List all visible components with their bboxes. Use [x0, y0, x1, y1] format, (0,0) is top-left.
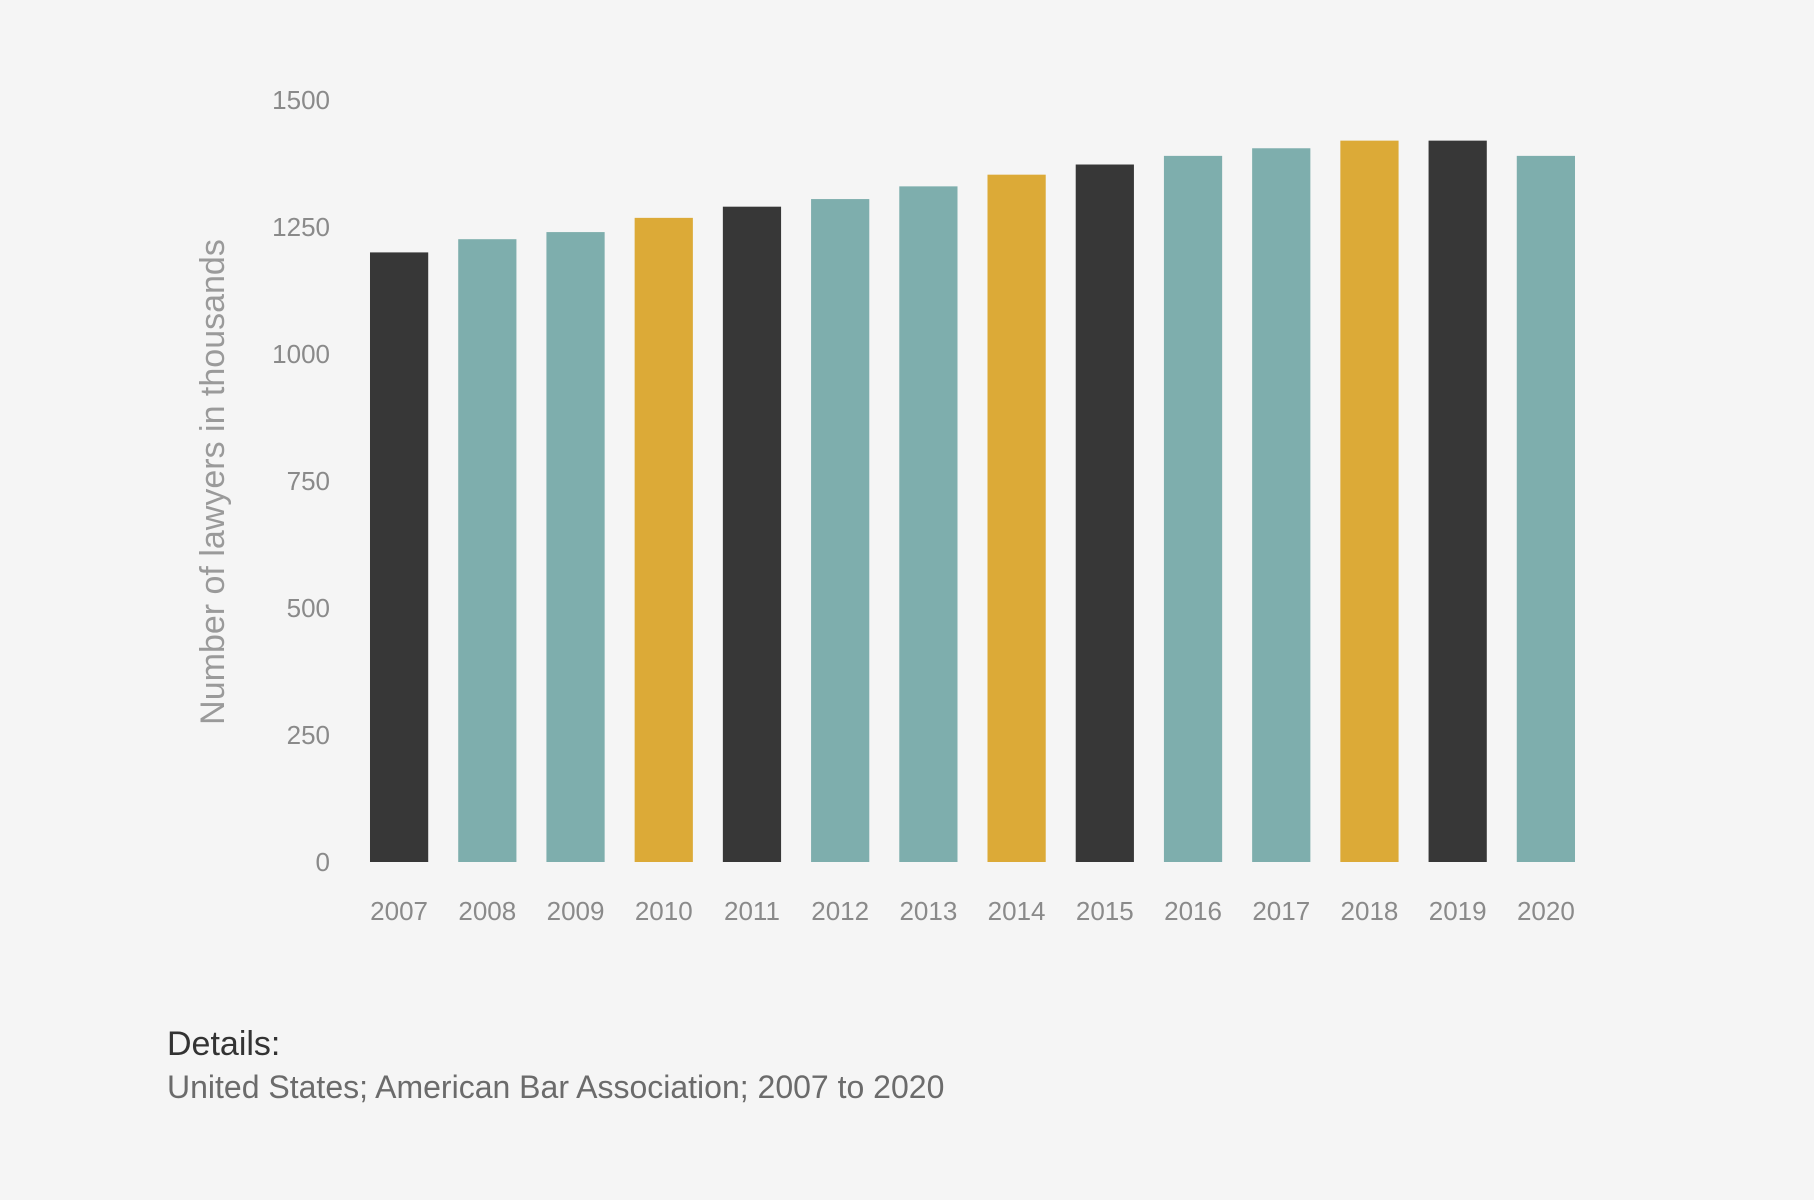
x-tick-label: 2018	[1341, 896, 1399, 926]
x-tick-label: 2011	[724, 896, 780, 926]
x-tick-label: 2007	[370, 896, 428, 926]
x-tick-label: 2014	[988, 896, 1046, 926]
x-tick-label: 2016	[1164, 896, 1222, 926]
details-heading: Details:	[167, 1025, 281, 1063]
x-tick-label: 2010	[635, 896, 693, 926]
y-tick-label: 250	[287, 720, 330, 750]
bar-2011	[722, 206, 782, 862]
details-section: Details: United States; American Bar Ass…	[167, 1022, 944, 1108]
y-axis-title: Number of lawyers in thousands	[194, 239, 232, 725]
bar-2007	[369, 252, 429, 862]
y-tick-label: 750	[287, 466, 330, 496]
y-tick-label: 1000	[272, 339, 330, 369]
bar-2014	[987, 174, 1046, 862]
x-tick-label: 2008	[458, 896, 516, 926]
y-axis-ticks: 0 250 500 750 1000 1250 1500	[272, 85, 330, 877]
bar-2015	[1075, 164, 1134, 863]
x-tick-label: 2013	[899, 896, 957, 926]
bars	[369, 140, 1576, 863]
bar-2009	[546, 232, 605, 862]
x-tick-label: 2019	[1429, 896, 1487, 926]
y-tick-label: 0	[316, 847, 330, 877]
x-axis-ticks: 2007 2008 2009 2010 2011 2012 2013 2014 2015 2016…	[370, 896, 1575, 926]
bar-2019	[1428, 140, 1487, 862]
bar-2016	[1163, 155, 1223, 862]
x-tick-label: 2020	[1517, 896, 1575, 926]
details-text: United States; American Bar Association;…	[167, 1069, 945, 1105]
bar-2012	[811, 199, 870, 862]
x-tick-label: 2012	[811, 896, 869, 926]
x-tick-label: 2015	[1076, 896, 1134, 926]
bar-2013	[899, 186, 958, 863]
y-tick-label: 500	[287, 593, 330, 623]
y-tick-label: 1250	[272, 212, 330, 242]
y-tick-label: 1500	[272, 85, 330, 115]
x-tick-label: 2017	[1252, 896, 1310, 926]
bar-2010	[634, 217, 693, 862]
bar-chart: Number of lawyers in thousands 0 250 500 75…	[194, 85, 1576, 926]
bar-2020	[1516, 155, 1576, 862]
x-tick-label: 2009	[547, 896, 605, 926]
bar-2008	[458, 239, 517, 862]
bar-2018	[1340, 140, 1399, 862]
bar-2017	[1252, 148, 1311, 862]
